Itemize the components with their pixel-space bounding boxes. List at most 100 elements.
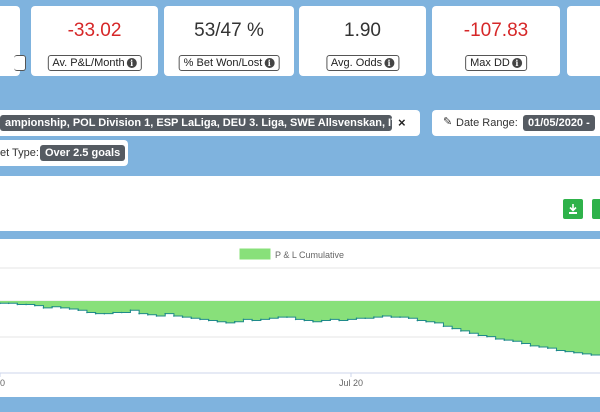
remove-tag-icon[interactable]: × <box>398 115 406 130</box>
data-point <box>242 318 245 321</box>
data-point <box>190 317 193 320</box>
data-point <box>425 320 427 323</box>
data-point <box>460 330 462 332</box>
stat-label-text: Max DD <box>470 57 510 69</box>
stat-card-bet-won-lost: 53/47 % % Bet Won/Lost i <box>164 6 294 76</box>
data-point <box>529 345 532 347</box>
data-point <box>312 320 314 323</box>
pencil-icon: ✎ <box>443 116 453 128</box>
stat-card-partial-right <box>567 6 600 76</box>
stat-value: 53/47 % <box>194 20 264 41</box>
data-point <box>355 317 358 320</box>
data-point <box>68 308 71 310</box>
stat-label: Avg. Odds i <box>325 55 400 71</box>
data-point <box>164 312 167 315</box>
data-point <box>347 318 349 321</box>
data-point <box>7 302 10 305</box>
data-point <box>286 316 288 318</box>
data-point <box>564 350 567 353</box>
data-point <box>233 320 236 323</box>
data-point <box>320 319 323 322</box>
data-point <box>547 347 549 349</box>
date-range-label: Date Range: <box>456 117 518 129</box>
data-point <box>51 305 53 308</box>
chart-panel: P & L Cumulative 0 Jul 20 <box>0 239 600 397</box>
date-range-value: 01/05/2020 - <box>523 115 595 131</box>
data-point <box>338 319 340 322</box>
data-point <box>468 332 471 334</box>
data-point <box>25 303 27 306</box>
stat-card-partial <box>0 6 26 76</box>
bet-type-label: et Type: <box>0 147 39 159</box>
data-point <box>390 316 393 318</box>
data-point <box>199 318 201 321</box>
data-point <box>103 312 106 315</box>
stat-label-partial <box>13 55 26 71</box>
export-button[interactable] <box>592 199 600 219</box>
data-point <box>33 304 36 307</box>
legend-swatch[interactable] <box>239 248 271 260</box>
leagues-tag: ampionship, POL Division 1, ESP LaLiga, … <box>0 115 392 131</box>
info-icon[interactable]: i <box>264 58 275 68</box>
download-icon <box>569 204 577 214</box>
data-point <box>590 354 593 356</box>
data-point <box>329 318 332 321</box>
data-point <box>16 303 19 306</box>
x-tick-label: Jul 20 <box>339 378 363 388</box>
leagues-tag-text: ampionship, POL Division 1, ESP LaLiga, … <box>5 117 392 129</box>
data-point <box>486 335 488 338</box>
data-point <box>0 302 1 305</box>
data-point <box>520 342 523 345</box>
data-point <box>120 311 123 314</box>
data-point <box>538 346 540 348</box>
data-point <box>42 307 45 309</box>
x-tick-label: 0 <box>0 378 5 388</box>
data-point <box>451 327 453 330</box>
bet-type-filter[interactable]: et Type: Over 2.5 goals <box>0 140 128 166</box>
data-point <box>503 339 506 341</box>
stat-label-text: % Bet Won/Lost <box>183 57 263 69</box>
data-point <box>433 322 436 324</box>
date-range-filter[interactable]: ✎ Date Range: 01/05/2020 - <box>432 110 600 136</box>
data-point <box>581 353 584 355</box>
info-icon[interactable]: i <box>384 58 395 68</box>
data-point <box>207 319 210 322</box>
data-point <box>129 309 132 311</box>
data-point <box>268 317 271 320</box>
data-point <box>303 319 306 322</box>
pl-cumulative-area <box>0 301 600 356</box>
data-point <box>442 325 445 328</box>
stat-label-text: Avg. Odds <box>330 57 383 69</box>
data-point <box>407 317 410 320</box>
download-button[interactable] <box>563 199 583 219</box>
stat-value: -107.83 <box>463 20 529 41</box>
data-point <box>399 316 401 318</box>
data-point <box>294 318 297 321</box>
stat-value: -33.02 <box>67 20 122 41</box>
data-point <box>216 320 219 323</box>
data-point <box>112 311 114 314</box>
data-point <box>381 315 384 317</box>
data-point <box>86 311 88 314</box>
stat-label: % Bet Won/Lost i <box>178 55 280 71</box>
pl-cumulative-chart: P & L Cumulative 0 Jul 20 <box>0 248 600 388</box>
toolbar-panel <box>0 176 600 231</box>
data-point <box>77 309 80 311</box>
stat-card-avg-odds: 1.90 Avg. Odds i <box>299 6 426 76</box>
data-point <box>251 319 253 322</box>
stat-card-max-dd: -107.83 Max DD i <box>432 6 560 76</box>
data-point <box>277 316 280 318</box>
legend-label[interactable]: P & L Cumulative <box>275 250 344 260</box>
bet-type-value: Over 2.5 goals <box>40 145 126 161</box>
data-point <box>512 340 514 343</box>
data-point <box>181 316 184 318</box>
info-icon[interactable]: i <box>126 58 137 68</box>
data-point <box>494 338 497 340</box>
info-icon[interactable]: i <box>511 58 522 68</box>
stat-label: Av. P&L/Month i <box>47 55 142 71</box>
leagues-filter[interactable]: ampionship, POL Division 1, ESP LaLiga, … <box>0 110 420 136</box>
data-point <box>138 312 140 315</box>
data-point <box>173 315 175 317</box>
data-point <box>260 318 262 321</box>
data-point <box>555 349 558 352</box>
